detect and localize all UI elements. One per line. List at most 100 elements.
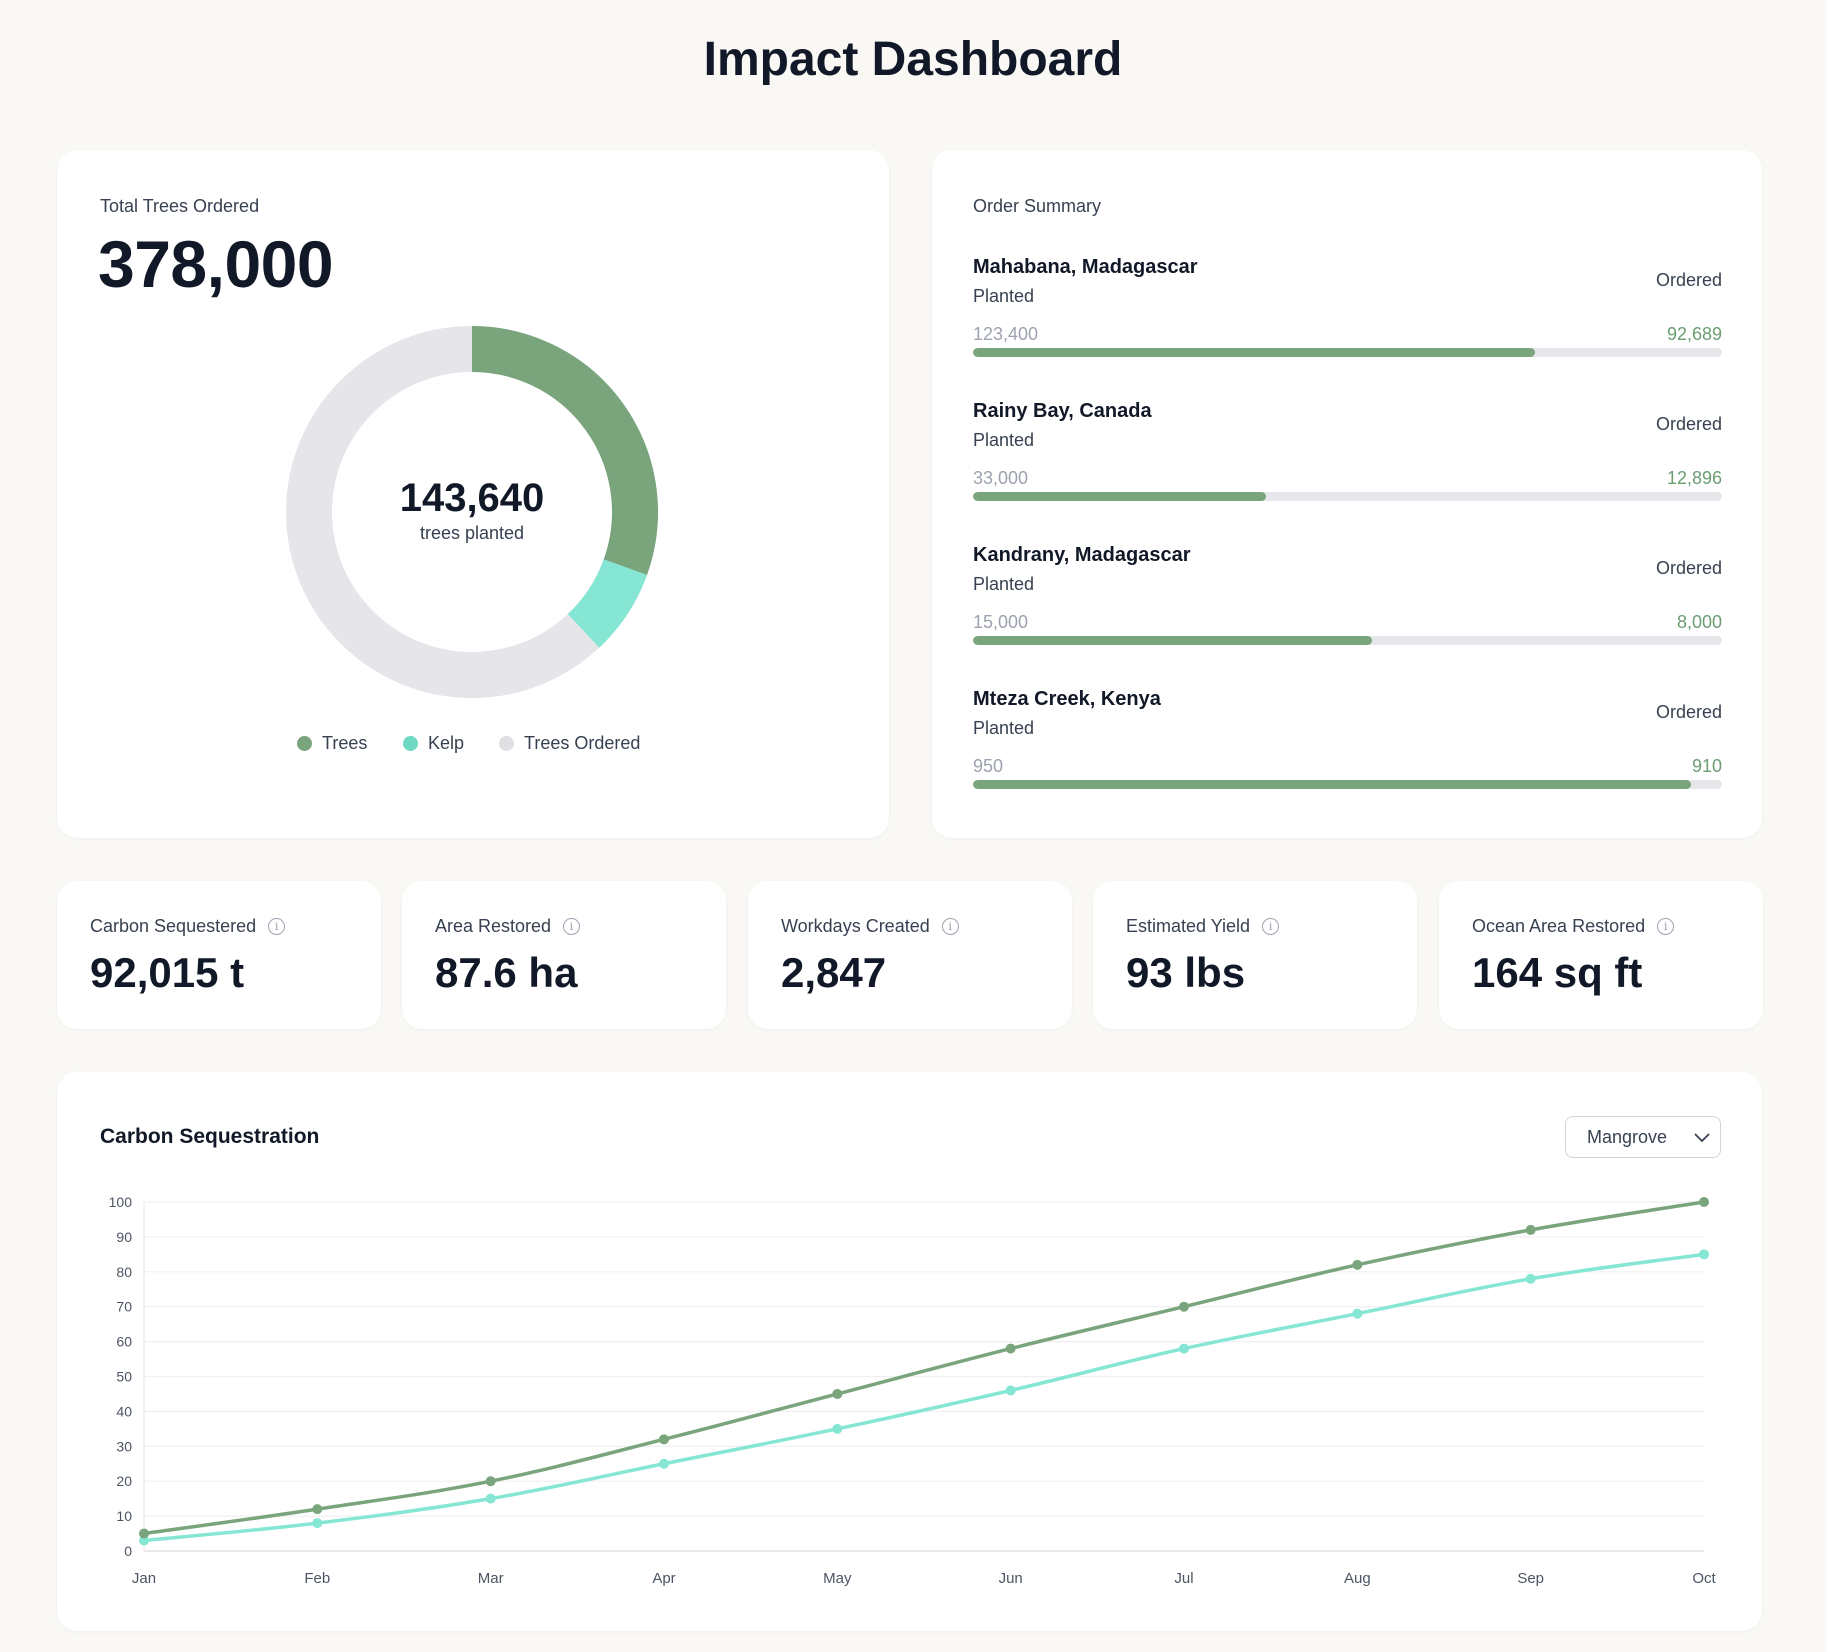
stat-label: Ocean Area Restored [1472,916,1646,936]
order-row: Mahabana, Madagascar Planted Ordered 123… [973,256,1722,396]
chart-title: Carbon Sequestration [100,1125,320,1148]
location-name: Mahabana, Madagascar [973,256,1198,278]
data-point-trees[interactable] [832,1388,843,1399]
legend-trees: Trees [297,733,367,754]
data-point-kelp[interactable] [1352,1308,1363,1319]
data-point-kelp[interactable] [1525,1273,1536,1284]
data-point-trees[interactable] [1179,1301,1189,1312]
ordered-label: Ordered [1655,270,1722,290]
y-tick-label: 60 [116,1334,132,1350]
legend-kelp: Kelp [403,733,464,754]
order-row: Kandrany, Madagascar Planted Ordered 15,… [973,544,1722,684]
stat-value: 87.6 ha [435,949,578,996]
stat-label: Estimated Yield [1126,916,1251,936]
data-point-trees[interactable] [659,1434,669,1445]
legend-trees-ordered: Trees Ordered [499,733,640,754]
series-line-trees [143,1200,1705,1536]
y-tick-label: 90 [116,1229,132,1245]
data-point-trees[interactable] [139,1528,149,1539]
stat-label: Workdays Created [781,916,930,936]
ordered-label: Ordered [1655,414,1722,434]
planted-label: Planted [973,286,1035,306]
progress-fill [973,636,1373,645]
legend-label: Trees [322,733,368,753]
ordered-count: 15,000 [973,612,1029,632]
stat-card: Workdays Created i 2,847 [748,881,1072,1029]
data-point-trees[interactable] [1699,1197,1709,1207]
x-tick-label: Apr [652,1570,675,1587]
data-point-kelp[interactable] [1005,1385,1016,1396]
x-tick-label: May [823,1570,852,1587]
y-tick-label: 30 [116,1438,132,1454]
x-tick-label: Jun [999,1570,1023,1587]
y-tick-label: 80 [116,1264,132,1280]
progress-bar [973,636,1722,645]
stat-value: 2,847 [781,949,887,996]
total-trees-value: 378,000 [98,227,334,301]
planted-count: 92,689 [1666,324,1722,344]
species-dropdown[interactable]: Mangrove [1565,1116,1721,1158]
donut-trees-segment [471,326,658,575]
info-icon[interactable]: i [941,918,959,935]
info-icon[interactable]: i [268,918,286,935]
progress-bar [973,348,1722,357]
donut-center: 143,640 trees planted [372,476,572,544]
stat-value: 92,015 t [90,949,245,996]
progress-bar [973,780,1722,789]
data-point-kelp[interactable] [1699,1249,1709,1260]
stat-value: 93 lbs [1126,949,1246,996]
stat-card: Carbon Sequestered i 92,015 t [57,881,381,1029]
donut-chart [286,326,658,698]
legend-dot-icon [297,736,312,751]
data-point-trees[interactable] [1352,1259,1363,1270]
planted-count: 12,896 [1666,468,1722,488]
legend-dot-icon [499,736,514,751]
stat-card: Estimated Yield i 93 lbs [1093,881,1417,1029]
data-point-trees[interactable] [1525,1224,1536,1235]
data-point-trees[interactable] [312,1504,323,1515]
planted-label: Planted [973,718,1035,738]
y-tick-label: 0 [124,1543,132,1559]
progress-fill [973,492,1266,501]
stat-card: Ocean Area Restored i 164 sq ft [1439,881,1763,1029]
x-tick-label: Oct [1692,1570,1716,1587]
planted-label: Planted [973,430,1035,450]
x-tick-label: Jul [1174,1570,1193,1587]
x-tick-label: Aug [1344,1570,1371,1587]
location-name: Mteza Creek, Kenya [973,688,1161,710]
info-icon[interactable]: i [1262,918,1280,935]
y-tick-label: 10 [116,1508,132,1524]
planted-value: 143,640 [399,476,545,520]
ordered-count: 33,000 [973,468,1029,488]
data-point-kelp[interactable] [312,1518,323,1529]
dropdown-value: Mangrove [1587,1126,1668,1147]
data-point-kelp[interactable] [832,1423,843,1434]
legend-label: Trees Ordered [524,733,641,753]
x-tick-label: Mar [478,1570,504,1587]
chevron-down-icon [1694,1133,1710,1143]
donut-kelp-segment [567,558,648,648]
data-point-kelp[interactable] [485,1493,496,1504]
y-tick-label: 50 [116,1369,132,1385]
y-tick-label: 20 [116,1473,132,1489]
legend-dot-icon [403,736,418,751]
ordered-count: 950 [973,756,1004,776]
stat-label: Carbon Sequestered [90,916,257,936]
data-point-kelp[interactable] [659,1458,669,1469]
order-summary-title: Order Summary [973,196,1102,216]
trees-card [57,150,889,838]
y-tick-label: 40 [116,1403,132,1419]
data-point-kelp[interactable] [1179,1343,1189,1354]
planted-label: Planted [973,574,1035,594]
series-line-kelp [143,1252,1705,1543]
y-tick-label: 100 [109,1194,133,1210]
planted-count: 910 [1691,756,1722,776]
data-point-trees[interactable] [1005,1343,1016,1354]
info-icon[interactable]: i [563,918,581,935]
planted-label: trees planted [419,523,525,543]
info-icon[interactable]: i [1657,918,1675,935]
order-row: Mteza Creek, Kenya Planted Ordered 950 9… [973,688,1722,828]
data-point-trees[interactable] [485,1476,496,1487]
ordered-count: 123,400 [973,324,1039,344]
carbon-chart-card [57,1072,1762,1631]
